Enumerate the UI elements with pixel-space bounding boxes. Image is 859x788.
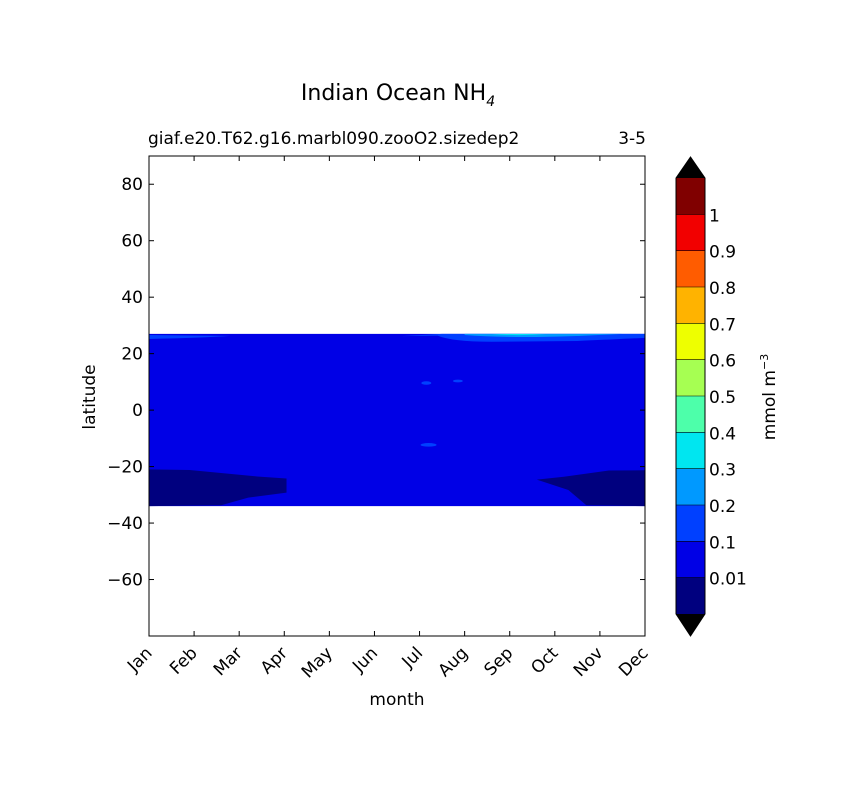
- x-tick-label-jan: Jan: [123, 643, 156, 676]
- y-tick-label-20: 20: [121, 345, 143, 365]
- y-tick-label--40: −40: [107, 514, 143, 534]
- contour-level-0.1-north-west: [149, 335, 231, 339]
- y-axis: −60 −40 −20 0 20 40 60 80: [107, 175, 645, 591]
- x-tick-label-aug: Aug: [435, 643, 473, 681]
- colorbar-extend-min: [676, 614, 705, 636]
- colorbar-segment-3: [676, 468, 705, 505]
- y-tick-label-80: 80: [121, 175, 143, 195]
- plot-area: [149, 333, 645, 507]
- x-axis-label: month: [369, 690, 424, 710]
- colorbar-segment-6: [676, 359, 705, 396]
- y-tick-label--20: −20: [107, 458, 143, 478]
- colorbar-tick-label-0.3: 0.3: [709, 461, 736, 481]
- chart-title-subscript: 4: [486, 94, 495, 110]
- contour-level-0.3-north: [491, 334, 546, 336]
- colorbar-segment-4: [676, 432, 705, 469]
- x-tick-label-may: May: [298, 643, 337, 682]
- y-axis-label: latitude: [80, 364, 100, 429]
- plot-frame: [148, 155, 646, 637]
- contour-level-0.01-south-west: [149, 469, 287, 507]
- colorbar-segment-9: [676, 250, 705, 287]
- contour-spot-0.1-a: [421, 381, 432, 385]
- colorbar-tick-label-0.7: 0.7: [709, 315, 736, 335]
- colorbar-tick-label-0.2: 0.2: [709, 497, 736, 517]
- x-tick-label-mar: Mar: [210, 643, 247, 680]
- colorbar-segment-5: [676, 396, 705, 433]
- chart-title-main: Indian Ocean NH: [301, 81, 486, 106]
- colorbar-segment-2: [676, 505, 705, 542]
- contour-spot-0.1-b: [452, 379, 463, 383]
- colorbar-segment-8: [676, 287, 705, 324]
- y-tick-label--60: −60: [107, 571, 143, 591]
- colorbar-tick-label-0.6: 0.6: [709, 352, 736, 372]
- colorbar-outline: [675, 156, 706, 637]
- y-tick-label-40: 40: [121, 288, 143, 308]
- colorbar-tick-label-1: 1: [709, 206, 720, 226]
- colorbar-segment-0: [676, 577, 705, 614]
- contour-level-0.1-north-east: [401, 333, 645, 342]
- x-tick-label-sep: Sep: [480, 643, 517, 680]
- colorbar-extend-max: [676, 157, 705, 178]
- x-tick-label-jul: Jul: [398, 643, 427, 672]
- colorbar-tick-label-0.1: 0.1: [709, 533, 736, 553]
- contour-spot-0.1-c: [420, 443, 437, 447]
- colorbar-label-text: mmol m: [760, 370, 780, 440]
- y-tick-label-60: 60: [121, 232, 143, 252]
- colorbar-tick-label-0.4: 0.4: [709, 424, 736, 444]
- colorbar-segment-1: [676, 541, 705, 578]
- chart-subtitle-left: giaf.e20.T62.g16.marbl090.zooO2.sizedep2: [148, 129, 519, 149]
- contour-level-0.01-south-east: [536, 470, 645, 507]
- x-tick-label-nov: Nov: [570, 643, 608, 681]
- x-tick-label-jun: Jun: [348, 643, 382, 677]
- colorbar-tick-label-0.8: 0.8: [709, 279, 736, 299]
- colorbar: 0.01 0.1 0.2 0.3 0.4 0.5 0.6 0.7 0.8 0.9 1: [675, 156, 747, 637]
- colorbar-segment-10: [676, 214, 705, 251]
- colorbar-label-superscript: −3: [758, 354, 771, 370]
- colorbar-segment-11: [676, 178, 705, 215]
- colorbar-label: mmol m−3: [758, 354, 780, 440]
- x-tick-label-apr: Apr: [257, 643, 292, 678]
- colorbar-tick-label-0.01: 0.01: [709, 570, 747, 590]
- colorbar-tick-label-0.5: 0.5: [709, 388, 736, 408]
- y-tick-label-0: 0: [132, 401, 143, 421]
- colorbar-tick-label-0.9: 0.9: [709, 243, 736, 263]
- chart-title: Indian Ocean NH4: [301, 81, 495, 110]
- x-tick-label-oct: Oct: [527, 643, 562, 678]
- x-tick-label-feb: Feb: [166, 643, 201, 678]
- x-tick-label-dec: Dec: [615, 643, 652, 680]
- colorbar-segment-7: [676, 323, 705, 360]
- chart-subtitle-right: 3-5: [618, 129, 646, 149]
